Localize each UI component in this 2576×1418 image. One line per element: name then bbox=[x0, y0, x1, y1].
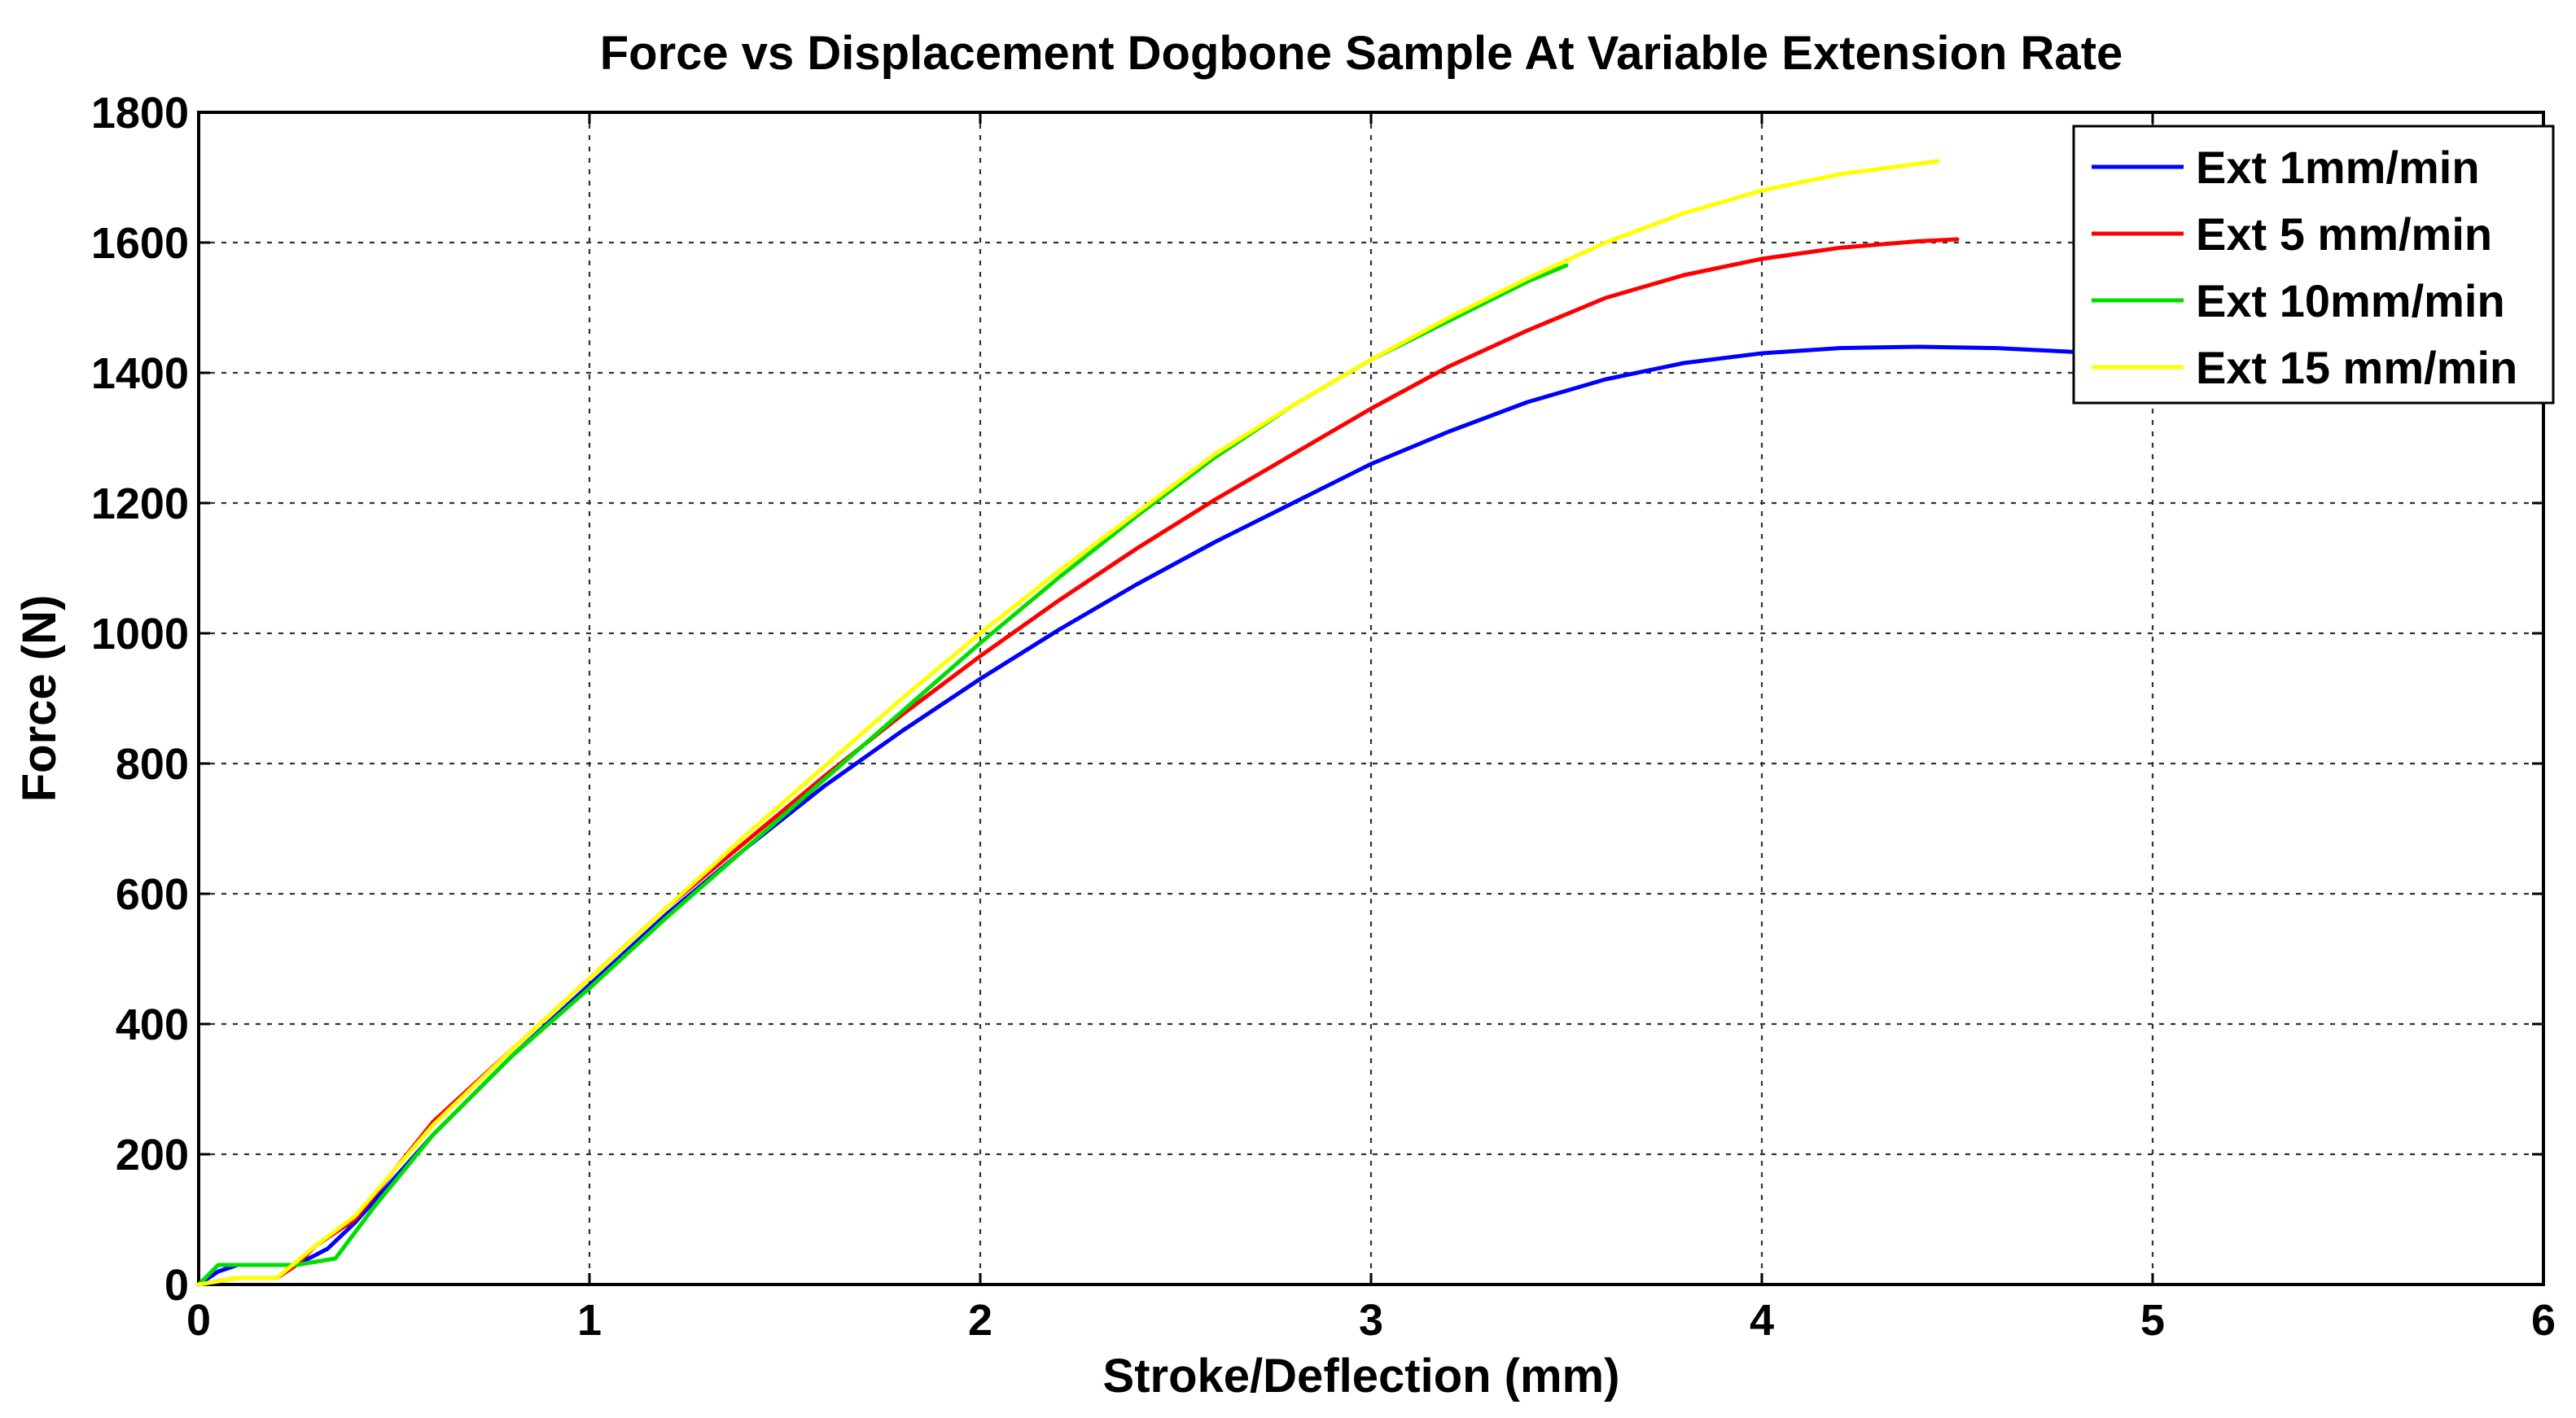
series-line-1 bbox=[196, 344, 2136, 1287]
legend-label: Ext 10mm/min bbox=[2196, 275, 2505, 326]
y-tick-label: 1400 bbox=[91, 349, 189, 398]
series bbox=[196, 159, 2136, 1287]
y-axis-label: Force (N) bbox=[13, 595, 66, 803]
y-tick-label: 1800 bbox=[91, 89, 189, 138]
y-tick-label: 800 bbox=[116, 740, 189, 789]
x-tick-label: 3 bbox=[1359, 1296, 1383, 1345]
legend-box bbox=[2072, 125, 2555, 405]
x-tick-label: 6 bbox=[2531, 1296, 2556, 1345]
y-tick-label: 1200 bbox=[91, 479, 189, 528]
y-tick-label: 600 bbox=[116, 870, 189, 919]
legend-label: Ext 5 mm/min bbox=[2196, 208, 2492, 260]
x-tick-label: 4 bbox=[1750, 1296, 1774, 1345]
legend-label: Ext 15 mm/min bbox=[2196, 342, 2517, 393]
series-line-4 bbox=[196, 159, 1940, 1287]
grid bbox=[199, 112, 2543, 1285]
y-tick-label: 400 bbox=[116, 1000, 189, 1049]
x-tick-label: 0 bbox=[186, 1296, 211, 1345]
x-axis-label: Stroke/Deflection (mm) bbox=[1103, 1350, 1620, 1403]
y-tick-label: 1000 bbox=[91, 610, 189, 659]
x-tick-label: 1 bbox=[577, 1296, 602, 1345]
y-tick-label: 200 bbox=[116, 1131, 189, 1179]
x-tick-label: 5 bbox=[2140, 1296, 2165, 1345]
axis-ticks: 0 1 2 3 4 5 6 0 200 400 600 800 1000 1200 1400 1600 1800 bbox=[91, 89, 2556, 1345]
x-tick-label: 2 bbox=[968, 1296, 992, 1345]
y-tick-label: 1600 bbox=[91, 219, 189, 268]
y-tick-label: 0 bbox=[164, 1261, 189, 1310]
legend: Ext 1mm/min Ext 5 mm/min Ext 10mm/min Ext 1… bbox=[2072, 125, 2555, 405]
legend-label: Ext 1mm/min bbox=[2196, 142, 2480, 193]
chart-title: Force vs Displacement Dogbone Sample At … bbox=[600, 27, 2123, 80]
